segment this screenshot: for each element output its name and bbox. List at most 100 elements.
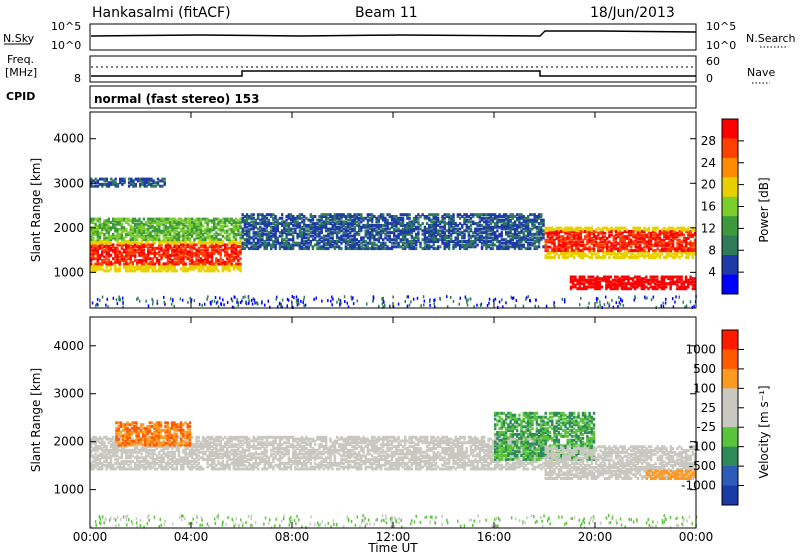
heatmap-cell-2 bbox=[408, 213, 410, 216]
heatmap-cell-2 bbox=[485, 213, 487, 216]
heatmap-cell-3 bbox=[643, 227, 645, 230]
heatmap-cell-2 bbox=[329, 219, 331, 222]
heatmap-cell-2 bbox=[274, 244, 276, 247]
heatmap-cell-0 bbox=[156, 252, 158, 255]
heatmap-scatter-cell bbox=[528, 295, 530, 298]
heatmap-cell-2 bbox=[534, 213, 536, 216]
heatmap-cell-2 bbox=[487, 217, 489, 220]
heatmap-cell-3 bbox=[650, 247, 652, 250]
heatmap-cell-4 bbox=[687, 279, 689, 282]
power-colorbar-label: Power [dB] bbox=[757, 177, 771, 242]
heatmap-cell-2 bbox=[444, 242, 446, 245]
heatmap-cell-2 bbox=[255, 231, 257, 234]
heatmap-cell-2 bbox=[406, 222, 408, 225]
heatmap-cell-3 bbox=[586, 254, 588, 257]
heatmap-cell-0 bbox=[114, 264, 116, 267]
heatmap-cell-5 bbox=[128, 185, 130, 188]
heatmap-scatter-cell bbox=[117, 302, 119, 305]
heatmap-cell-2 bbox=[448, 220, 450, 223]
heatmap-cell-0 bbox=[101, 243, 103, 246]
heatmap-cell-4 bbox=[634, 276, 636, 279]
heatmap-scatter-cell bbox=[662, 302, 664, 305]
heatmap-cell-2 bbox=[314, 236, 316, 239]
heatmap-cell-2 bbox=[281, 217, 283, 220]
heatmap-cell-2 bbox=[301, 220, 303, 223]
heatmap-cell-2 bbox=[314, 244, 316, 247]
heatmap-cell-5 bbox=[121, 183, 123, 186]
heatmap-cell-0 bbox=[213, 262, 215, 265]
heatmap-cell-0 bbox=[105, 445, 107, 448]
heatmap-cell-3 bbox=[621, 235, 623, 238]
heatmap-cell-2 bbox=[310, 213, 312, 216]
heatmap-cell-0 bbox=[187, 268, 189, 271]
heatmap-scatter-cell bbox=[675, 295, 677, 298]
heatmap-scatter-cell bbox=[645, 297, 647, 300]
heatmap-cell-2 bbox=[386, 245, 388, 248]
heatmap-cell-4 bbox=[614, 282, 616, 285]
heatmap-cell-0 bbox=[182, 269, 184, 272]
heatmap-cell-1 bbox=[132, 237, 134, 240]
heatmap-cell-1 bbox=[224, 237, 226, 240]
heatmap-cell-0 bbox=[184, 247, 186, 250]
heatmap-cell-3 bbox=[663, 247, 665, 250]
heatmap-scatter-cell bbox=[465, 296, 467, 299]
heatmap-cell-2 bbox=[334, 213, 336, 216]
heatmap-scatter-cell bbox=[611, 299, 613, 302]
heatmap-scatter-cell bbox=[488, 302, 490, 305]
heatmap-cell-2 bbox=[292, 244, 294, 247]
heatmap-cell-0 bbox=[143, 243, 145, 246]
heatmap-cell-2 bbox=[332, 215, 334, 218]
heatmap-cell-4 bbox=[676, 279, 678, 282]
heatmap-scatter-cell bbox=[665, 298, 667, 301]
heatmap-cell-3 bbox=[630, 246, 632, 249]
heatmap-cell-2 bbox=[523, 215, 525, 218]
heatmap-cell-0 bbox=[97, 454, 99, 457]
heatmap-cell-3 bbox=[648, 227, 650, 230]
heatmap-cell-1 bbox=[121, 223, 123, 226]
heatmap-cell-0 bbox=[116, 458, 118, 461]
heatmap-cell-1 bbox=[103, 233, 105, 236]
heatmap-scatter-cell bbox=[210, 303, 212, 306]
heatmap-cell-4 bbox=[579, 286, 581, 289]
heatmap-cell-3 bbox=[632, 227, 634, 230]
heatmap-cell-0 bbox=[235, 262, 237, 265]
heatmap-scatter-cell bbox=[513, 297, 515, 300]
heatmap-cell-3 bbox=[591, 232, 593, 235]
heatmap-cell-2 bbox=[299, 229, 301, 232]
heatmap-cell-2 bbox=[242, 242, 244, 245]
heatmap-cell-2 bbox=[534, 245, 536, 248]
heatmap-cell-2 bbox=[468, 215, 470, 218]
heatmap-cell-4 bbox=[663, 276, 665, 279]
heatmap-cell-0 bbox=[103, 460, 105, 463]
heatmap-cell-1 bbox=[204, 221, 206, 224]
heatmap-cell-3 bbox=[571, 239, 573, 242]
heatmap-cell-2 bbox=[307, 233, 309, 236]
heatmap-cell-0 bbox=[239, 245, 241, 248]
heatmap-cell-3 bbox=[597, 232, 599, 235]
heatmap-cell-1 bbox=[110, 235, 112, 238]
heatmap-cell-2 bbox=[426, 236, 428, 239]
heatmap-cell-2 bbox=[316, 219, 318, 222]
heatmap-cell-2 bbox=[351, 235, 353, 238]
heatmap-cell-2 bbox=[365, 224, 367, 227]
heatmap-cell-1 bbox=[94, 228, 96, 231]
heatmap-cell-2 bbox=[270, 244, 272, 247]
heatmap-cell-1 bbox=[143, 218, 145, 221]
heatmap-cell-3 bbox=[591, 227, 593, 230]
heatmap-cell-2 bbox=[498, 226, 500, 229]
heatmap-cell-2 bbox=[446, 222, 448, 225]
heatmap-cell-3 bbox=[632, 253, 634, 256]
heatmap-cell-3 bbox=[608, 240, 610, 243]
heatmap-cell-1 bbox=[233, 219, 235, 222]
heatmap-cell-3 bbox=[654, 242, 656, 245]
heatmap-cell-2 bbox=[250, 245, 252, 248]
heatmap-cell-0 bbox=[173, 240, 175, 243]
heatmap-cell-2 bbox=[380, 213, 382, 216]
heatmap-cell-3 bbox=[628, 237, 630, 240]
heatmap-cell-3 bbox=[685, 256, 687, 259]
heatmap-cell-4 bbox=[685, 276, 687, 279]
power-heatmap bbox=[90, 178, 697, 309]
heatmap-cell-0 bbox=[127, 269, 129, 272]
heatmap-cell-1 bbox=[228, 218, 230, 221]
heatmap-scatter-cell bbox=[171, 303, 173, 306]
